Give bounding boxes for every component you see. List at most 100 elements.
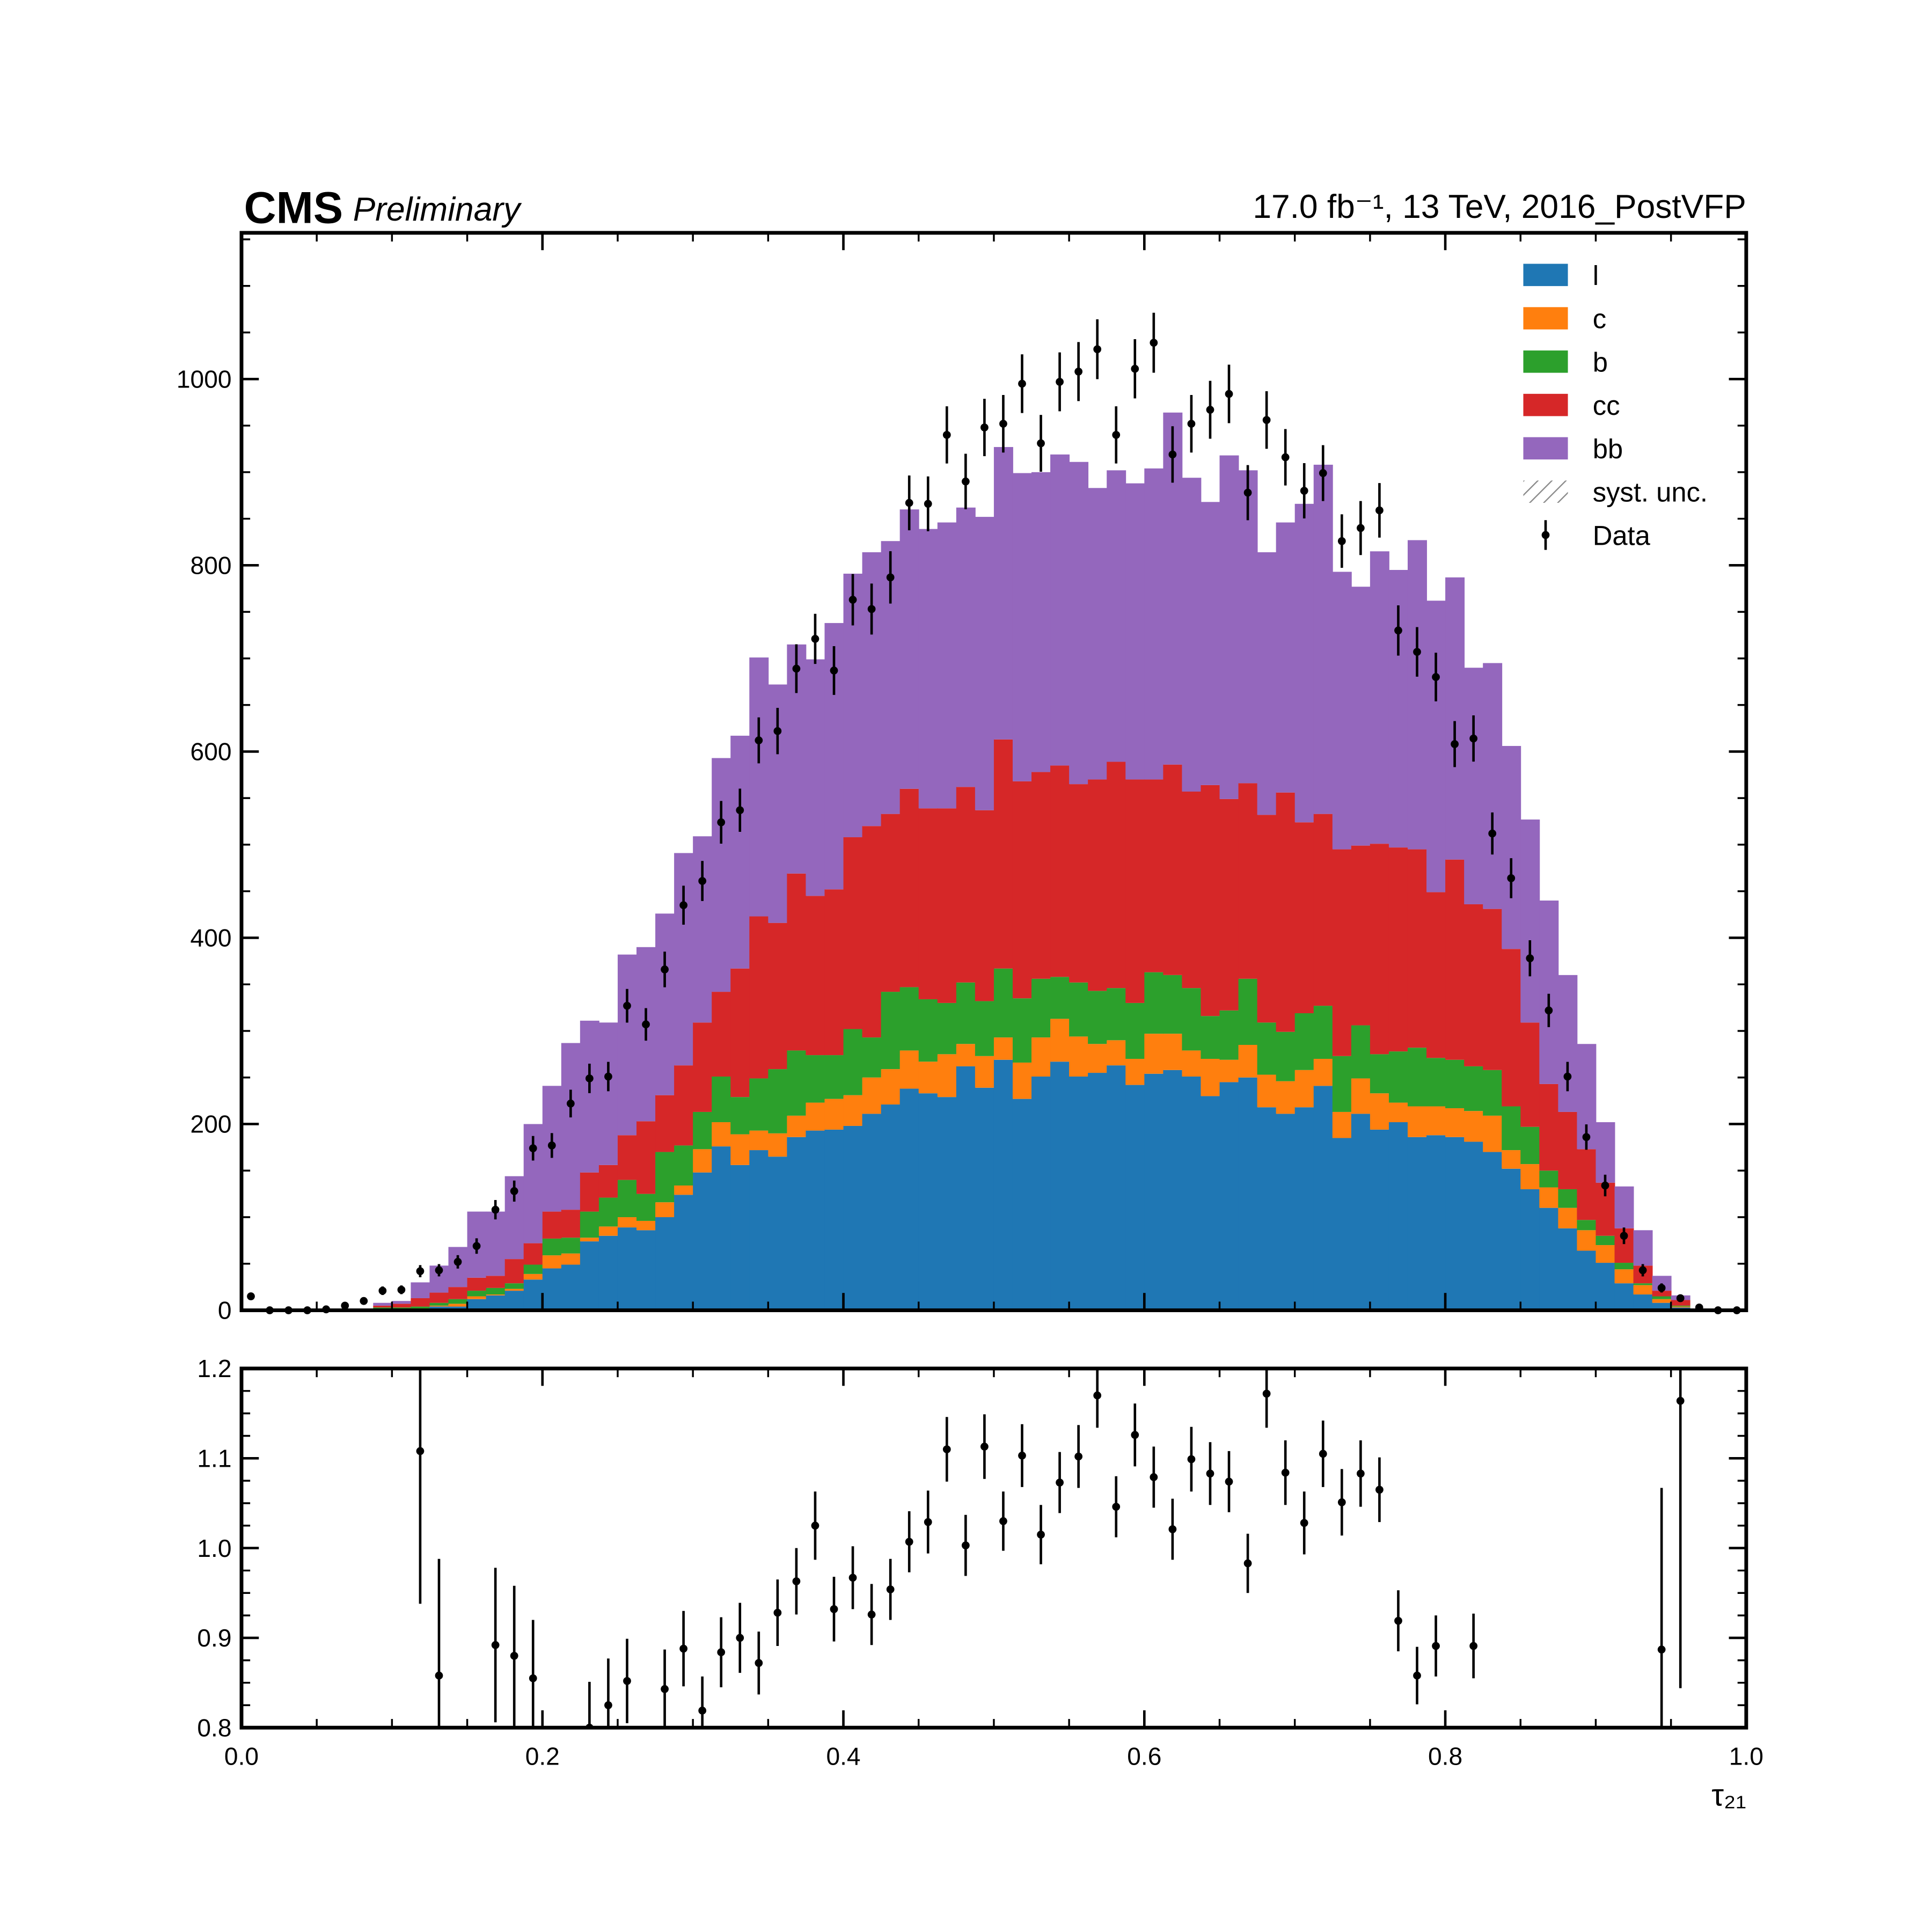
- ratio-point: [905, 1538, 913, 1546]
- data-point: [1168, 450, 1177, 459]
- histogram-segment: [1332, 572, 1352, 850]
- histogram-segment: [712, 1076, 731, 1123]
- histogram-segment: [956, 507, 976, 787]
- histogram-segment: [1313, 1059, 1333, 1086]
- histogram-segment: [1671, 1300, 1690, 1306]
- ratio-point: [1375, 1485, 1384, 1494]
- histogram-segment: [598, 1022, 618, 1165]
- histogram-segment: [617, 1217, 637, 1228]
- main-panel: [247, 312, 1741, 1314]
- histogram-segment: [993, 447, 1013, 740]
- histogram-segment: [1426, 601, 1446, 892]
- histogram-segment: [1257, 815, 1277, 1023]
- ratio-point: [1187, 1455, 1196, 1463]
- ratio-point: [755, 1659, 763, 1667]
- histogram-segment: [730, 1165, 750, 1311]
- ratio-point: [416, 1447, 425, 1455]
- histogram-segment: [1407, 1137, 1427, 1311]
- histogram-segment: [806, 1102, 825, 1131]
- histogram-segment: [598, 1235, 618, 1311]
- histogram-segment: [806, 659, 825, 896]
- histogram-segment: [504, 1291, 524, 1311]
- histogram-segment: [1294, 1013, 1314, 1070]
- data-point: [1620, 1232, 1628, 1240]
- histogram-segment: [1088, 991, 1108, 1044]
- histogram-segment: [1577, 1220, 1597, 1231]
- data-point: [1150, 339, 1158, 347]
- status-label: Preliminary: [353, 191, 522, 228]
- histogram-segment: [1464, 1066, 1484, 1111]
- data-point: [1243, 488, 1252, 497]
- histogram-segment: [617, 954, 637, 1136]
- histogram-segment: [1069, 1076, 1089, 1311]
- histogram-segment: [1125, 1059, 1145, 1085]
- histogram-segment: [899, 1050, 919, 1089]
- histogram-segment: [824, 1099, 844, 1130]
- histogram-segment: [1351, 845, 1371, 1026]
- histogram-segment: [1445, 1108, 1465, 1137]
- histogram-segment: [768, 1069, 788, 1133]
- histogram-segment: [1276, 1081, 1296, 1114]
- histogram-segment: [1445, 1137, 1465, 1311]
- histogram-segment: [1107, 470, 1126, 762]
- histogram-segment: [429, 1302, 449, 1306]
- histogram-segment: [1163, 1034, 1183, 1070]
- ratio-point: [435, 1671, 443, 1680]
- histogram-segment: [1614, 1186, 1634, 1228]
- ratio-point: [792, 1577, 801, 1585]
- histogram-segment: [1069, 1036, 1089, 1077]
- y-tick-label: 800: [191, 551, 232, 579]
- ratio-point: [1243, 1559, 1252, 1568]
- histogram-segment: [542, 1211, 562, 1239]
- legend-label: b: [1593, 347, 1608, 377]
- histogram-segment: [1276, 522, 1296, 793]
- histogram-segment: [899, 788, 919, 987]
- legend-marker: [1541, 531, 1550, 539]
- histogram-segment: [1520, 1022, 1540, 1127]
- ratio-point: [1131, 1431, 1139, 1439]
- histogram-segment: [598, 1226, 618, 1236]
- histogram-segment: [693, 1022, 713, 1112]
- histogram-segment: [937, 1097, 957, 1311]
- histogram-segment: [1652, 1296, 1672, 1299]
- histogram-segment: [1483, 1070, 1503, 1116]
- histogram-segment: [993, 968, 1013, 1038]
- histogram-segment: [1445, 859, 1465, 1060]
- axes: lcb cc bb syst. unc. Data 0 200 400 600 800 1000 0.…: [177, 231, 1763, 1770]
- histogram-segment: [1407, 1106, 1427, 1137]
- histogram-segment: [1107, 1040, 1126, 1066]
- data-point: [980, 423, 989, 431]
- histogram-segment: [1633, 1294, 1653, 1311]
- histogram-segment: [1464, 1111, 1484, 1142]
- ratio-point: [999, 1517, 1007, 1525]
- histogram-segment: [1502, 745, 1521, 949]
- histogram-segment: [636, 1121, 656, 1194]
- y-tick-label: 0: [218, 1297, 232, 1324]
- ratio-point: [1300, 1519, 1308, 1527]
- legend-swatch: [1523, 437, 1568, 460]
- histogram-segment: [1520, 819, 1540, 1023]
- histogram-segment: [1502, 1106, 1521, 1151]
- histogram-segment: [937, 808, 957, 1003]
- ratio-point: [1337, 1498, 1346, 1506]
- data-point: [397, 1285, 406, 1294]
- x-tick-label: 1.0: [1729, 1742, 1763, 1770]
- data-point: [1112, 431, 1121, 439]
- histogram-segment: [636, 1194, 656, 1221]
- data-point: [491, 1205, 500, 1214]
- data-point: [924, 500, 932, 508]
- histogram-segment: [1031, 978, 1051, 1038]
- histogram-segment: [1031, 772, 1051, 979]
- histogram-segment: [1050, 454, 1070, 766]
- histogram-segment: [1539, 1170, 1559, 1188]
- histogram-segment: [918, 1062, 938, 1094]
- ratio-point: [1281, 1468, 1290, 1477]
- legend-label: cc: [1593, 390, 1620, 421]
- histogram-segment: [655, 1095, 675, 1152]
- histogram-segment: [542, 1238, 562, 1256]
- histogram-segment: [429, 1305, 449, 1307]
- data-point: [529, 1144, 537, 1152]
- histogram-segment: [1088, 488, 1108, 780]
- histogram-segment: [1201, 502, 1220, 785]
- histogram-segment: [1276, 1114, 1296, 1311]
